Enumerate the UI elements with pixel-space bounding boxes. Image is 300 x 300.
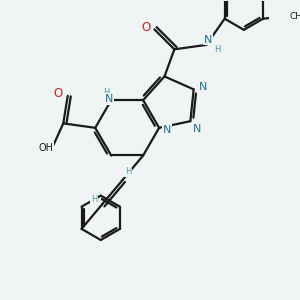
- Text: N: N: [198, 82, 207, 92]
- Text: N: N: [204, 34, 212, 45]
- Text: N: N: [163, 125, 171, 135]
- Text: N: N: [193, 124, 201, 134]
- Text: OH: OH: [38, 143, 53, 153]
- Text: H: H: [103, 88, 109, 97]
- Text: H: H: [91, 195, 97, 204]
- Text: O: O: [141, 21, 150, 34]
- Text: H: H: [214, 45, 220, 54]
- Text: H: H: [125, 167, 131, 176]
- Text: CH₃: CH₃: [290, 12, 300, 21]
- Text: O: O: [53, 87, 63, 100]
- Text: N: N: [105, 94, 113, 104]
